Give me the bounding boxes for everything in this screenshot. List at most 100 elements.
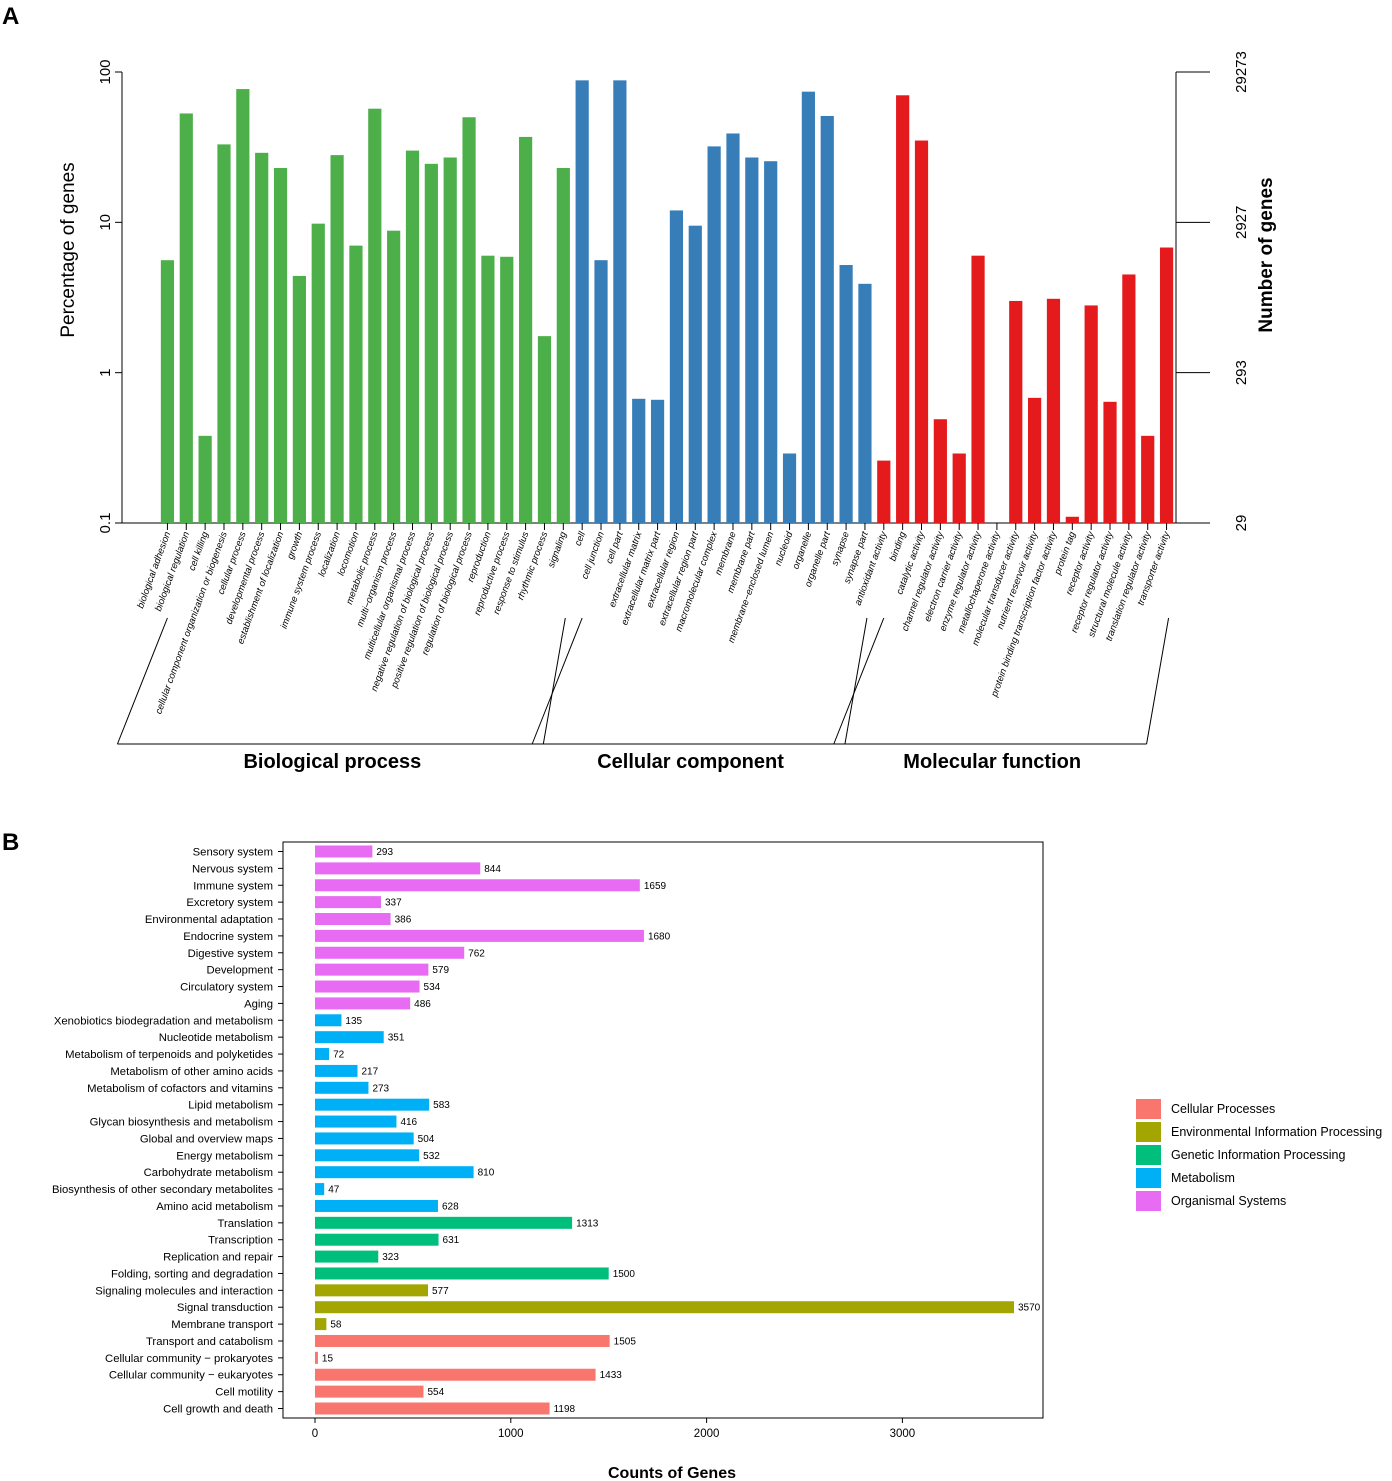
y-tick-label-left: 1 [97,368,114,376]
y-label-translation: Translation [218,1218,273,1230]
bar-translation-regulator-activity [1141,435,1155,523]
bar-cellular-process [236,89,250,524]
legend-swatch-genetic-information-processing [1136,1145,1161,1165]
y-label-environmental-adaptation: Environmental adaptation [145,914,273,926]
y-label-circulatory-system: Circulatory system [180,982,273,994]
y-tick-label-right: 293 [1233,360,1250,385]
bar-extracellular-matrix-part [650,399,665,523]
bar-multicellular-organismal-process [405,150,420,523]
bar-cellular-community-eukaryotes [315,1368,596,1381]
bar-endocrine-system [315,929,644,942]
value-label-metabolism-of-terpenoids-and-polyketides: 72 [333,1050,345,1061]
bar-multi-organism-process [387,230,401,523]
bar-transcription [315,1233,439,1246]
bar-establishment-of-localization [273,167,288,523]
kegg-pathway-chart: Sensory system 293 Nervous system 844 Immune… [52,841,1382,1481]
bar-aging [315,997,411,1010]
y-tick-label-left: 10 [97,214,114,231]
group-title-cellular-component: Cellular component [597,751,784,773]
bar-enzyme-regulator-activity [971,255,985,523]
bar-localization [330,155,344,523]
bar-metabolism-of-other-amino-acids [315,1064,358,1077]
y-label-aging: Aging [244,998,273,1010]
value-label-cell-growth-and-death: 1198 [554,1404,576,1415]
legend-label-metabolism: Metabolism [1171,1171,1235,1185]
y-tick-label-right: 29273 [1233,51,1250,93]
y-label-lipid-metabolism: Lipid metabolism [188,1100,273,1112]
bar-immune-system-process [311,223,325,523]
go-annotation-chart: 0.1 1 10 100 Percentage of genes 29 293 2927 292… [58,51,1277,773]
legend-label-environmental-information-processing: Environmental Information Processing [1171,1125,1382,1139]
bar-cell [575,80,589,524]
bar-protein-binding-transcription-factor-activity [1046,298,1061,523]
bar-receptor-activity [1084,305,1098,523]
x-label-immune-system-process: immune system process [279,530,324,630]
bar-amino-acid-metabolism [315,1199,438,1212]
bar-antioxidant-activity [877,460,891,523]
y-label-nucleotide-metabolism: Nucleotide metabolism [159,1032,273,1044]
y-tick-label-left: 100 [97,59,114,84]
group-title-molecular-function: Molecular function [903,751,1081,773]
value-label-lipid-metabolism: 583 [433,1100,450,1111]
bar-cell-growth-and-death [315,1402,550,1415]
bar-binding [896,95,910,523]
x-label-binding: binding [888,530,909,563]
bar-glycan-biosynthesis-and-metabolism [315,1115,397,1128]
bar-translation [315,1216,573,1229]
group-bracket-left [531,617,583,745]
bar-xenobiotics-biodegradation-and-metabolism [315,1014,342,1027]
legend-label-cellular-processes: Cellular Processes [1171,1102,1275,1116]
value-label-nucleotide-metabolism: 351 [388,1033,405,1044]
bar-cellular-component-organization-or-biogenesis [217,144,231,523]
y-label-cell-motility: Cell motility [215,1387,273,1399]
bar-cell-part [613,80,627,524]
y-axis-title-left: Percentage of genes [58,162,79,337]
value-label-sensory-system: 293 [376,847,393,858]
plot-frame [282,841,1044,1419]
bar-reproduction [481,255,495,523]
y-label-transcription: Transcription [208,1235,273,1247]
bar-membrane [726,133,740,523]
bar-structural-molecule-activity [1122,274,1136,523]
legend-label-genetic-information-processing: Genetic Information Processing [1171,1148,1345,1162]
value-label-development: 579 [432,965,449,976]
bar-cell-motility [315,1385,424,1398]
bar-cell-junction [594,260,608,523]
bar-metabolic-process [368,108,382,524]
bar-nucleoid [782,453,797,523]
group-title-biological-process: Biological process [243,751,421,773]
y-label-digestive-system: Digestive system [188,948,273,960]
bar-metabolism-of-terpenoids-and-polyketides [315,1048,330,1061]
value-label-biosynthesis-of-other-secondary-metabolites: 47 [328,1185,340,1196]
y-tick-label-left: 0.1 [97,513,114,534]
bar-lipid-metabolism [315,1098,430,1111]
x-tick-label: 1000 [498,1428,524,1440]
bar-response-to-stimulus [519,136,533,523]
bar-positive-regulation-of-biological-process [443,157,457,523]
legend-swatch-cellular-processes [1136,1099,1161,1119]
bar-nucleotide-metabolism [315,1031,384,1044]
bar-signal-transduction [315,1301,1014,1314]
y-label-cellular-community-eukaryotes: Cellular community − eukaryotes [109,1370,274,1382]
y-label-metabolism-of-terpenoids-and-polyketides: Metabolism of terpenoids and polyketides [65,1049,273,1061]
bar-nervous-system [315,862,481,875]
legend-swatch-metabolism [1136,1168,1161,1188]
legend-label-organismal-systems: Organismal Systems [1171,1194,1286,1208]
value-label-signaling-molecules-and-interaction: 577 [432,1286,449,1297]
value-label-glycan-biosynthesis-and-metabolism: 416 [400,1117,417,1128]
group-bracket-right [844,617,868,745]
group-bracket-left [116,617,168,745]
bar-catalytic-activity [914,140,929,524]
bar-rhythmic-process [537,336,552,523]
value-label-transcription: 631 [443,1235,460,1246]
bar-protein-tag [1065,516,1079,523]
bar-metabolism-of-cofactors-and-vitamins [315,1081,369,1094]
y-label-metabolism-of-other-amino-acids: Metabolism of other amino acids [110,1066,273,1078]
bar-signaling [556,167,570,523]
y-tick-label-right: 2927 [1233,206,1250,239]
value-label-carbohydrate-metabolism: 810 [478,1168,495,1179]
y-label-signaling-molecules-and-interaction: Signaling molecules and interaction [95,1285,273,1297]
y-label-signal-transduction: Signal transduction [177,1302,273,1314]
bar-folding-sorting-and-degradation [315,1267,609,1280]
bar-organelle [801,91,815,524]
